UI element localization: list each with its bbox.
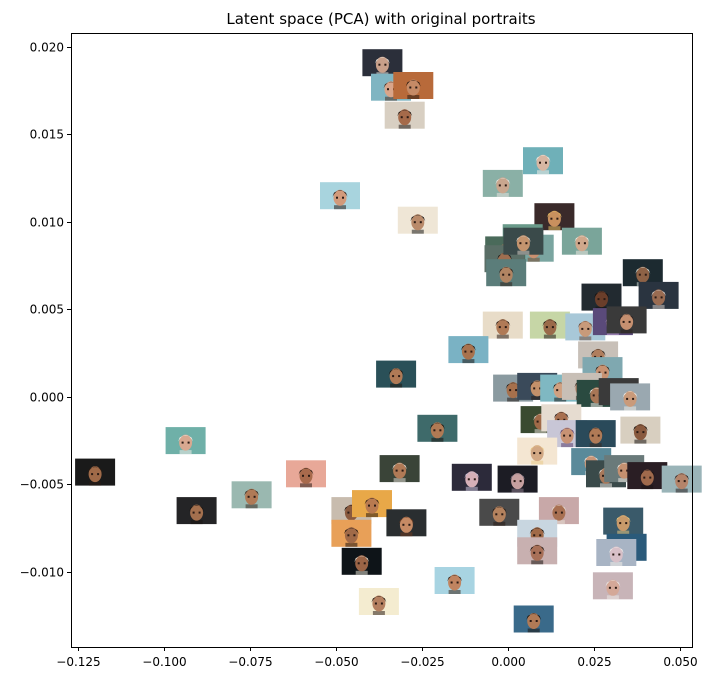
portrait-point [482, 311, 523, 339]
portrait-point [538, 497, 579, 525]
x-tick-label: −0.100 [142, 655, 186, 669]
portrait-point [596, 539, 637, 566]
portrait-point [384, 101, 425, 129]
y-tick-label: 0.010 [30, 216, 64, 230]
portrait-point [75, 458, 116, 486]
x-tick-label: 0.000 [491, 655, 525, 669]
portrait-point [286, 460, 326, 488]
x-axis-ticks: −0.125 −0.100 −0.075 −0.050 −0.025 0.000 0.025… [56, 647, 698, 669]
portrait-point [661, 465, 702, 493]
portrait-point [341, 547, 382, 575]
portrait-point [603, 507, 644, 535]
x-tick-label: −0.075 [228, 655, 272, 669]
portrait-point [358, 588, 399, 615]
portrait-point [393, 72, 434, 99]
portrait-point [529, 311, 570, 339]
portrait-point [486, 259, 527, 287]
y-axis-ticks: −0.010 −0.005 0.000 0.005 0.010 0.015 0.020 [20, 41, 71, 580]
portrait-point [352, 490, 392, 518]
portrait-point [448, 336, 489, 364]
portrait-point [517, 437, 558, 465]
portrait-point [523, 147, 563, 175]
y-tick-label: 0.000 [30, 391, 64, 405]
portrait-point [176, 497, 217, 525]
portrait-point [497, 465, 538, 493]
x-tick-label: −0.025 [400, 655, 444, 669]
portrait-point [638, 281, 679, 309]
portrait-point [517, 537, 558, 565]
portrait-point [620, 416, 661, 444]
y-tick-label: −0.010 [20, 566, 64, 580]
portrait-point [479, 498, 520, 526]
portrait-point [482, 169, 523, 197]
portrait-point [320, 182, 360, 210]
portrait-point [434, 567, 475, 594]
portrait-point [379, 455, 420, 483]
portrait-point [376, 360, 417, 388]
plot-area-frame [71, 33, 693, 648]
portrait-point [231, 481, 272, 509]
y-tick-label: 0.020 [30, 41, 64, 55]
portrait-point [451, 463, 492, 491]
portrait-point [417, 414, 458, 442]
portrait-points [75, 49, 702, 633]
portrait-point [581, 283, 622, 311]
portrait-point [397, 206, 438, 234]
x-tick-label: 0.050 [663, 655, 697, 669]
x-tick-label: 0.025 [577, 655, 611, 669]
chart-title: Latent space (PCA) with original portrai… [226, 10, 535, 28]
y-tick-label: 0.015 [30, 128, 64, 142]
portrait-point [606, 306, 647, 334]
portrait-point [610, 383, 651, 411]
portrait-point [575, 420, 616, 448]
portrait-point [513, 605, 554, 633]
portrait-point [386, 509, 427, 537]
portrait-point [627, 462, 668, 490]
portrait-point [592, 572, 633, 600]
portrait-point [331, 519, 372, 547]
portrait-point [561, 227, 602, 255]
portrait-point [503, 227, 544, 255]
x-tick-label: −0.050 [314, 655, 358, 669]
portrait-point [165, 427, 206, 455]
y-tick-label: −0.005 [20, 478, 64, 492]
x-tick-label: −0.125 [56, 655, 100, 669]
y-tick-label: 0.005 [30, 303, 64, 317]
